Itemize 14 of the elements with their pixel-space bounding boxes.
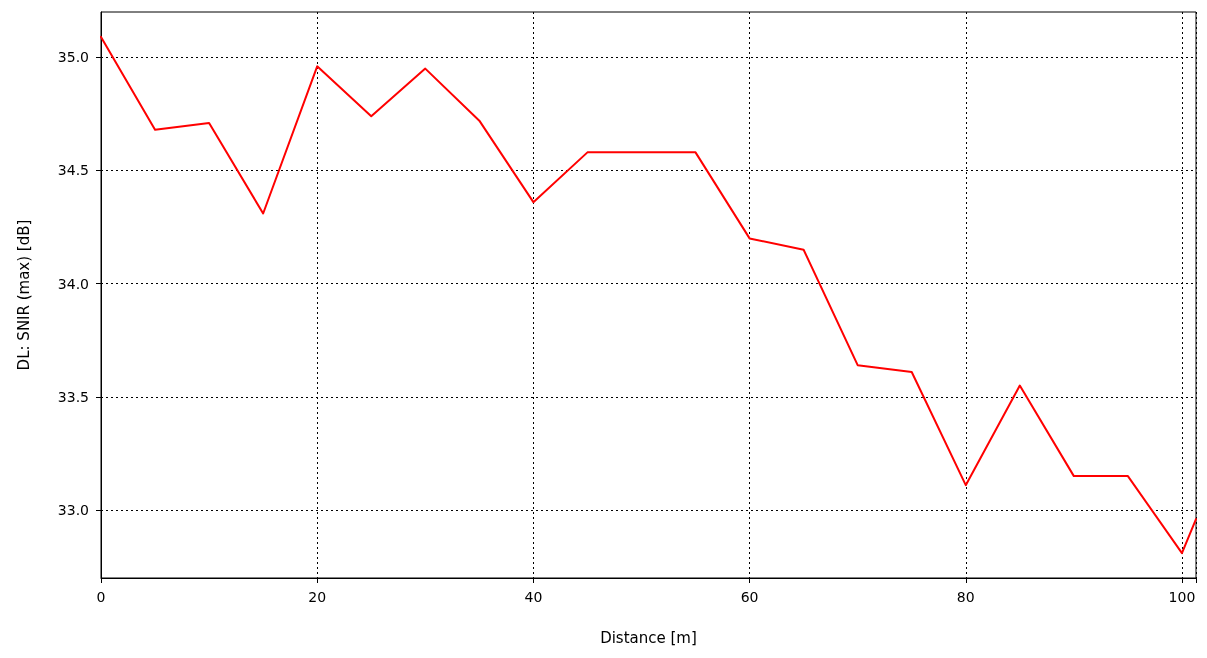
y-tick-label: 34.5 — [57, 162, 89, 179]
x-axis-title: Distance [m] — [600, 628, 697, 647]
y-tick-label: 33.5 — [57, 388, 89, 405]
line-series — [100, 35, 1197, 555]
x-tick-label: 80 — [956, 589, 975, 605]
x-tick-label: 100 — [1168, 589, 1196, 605]
x-tick-label: 20 — [308, 589, 327, 605]
y-tick-label: 34.0 — [57, 275, 89, 292]
x-tick-label: 0 — [96, 589, 106, 605]
y-axis-title: DL: SNIR (max) [dB] — [14, 219, 33, 371]
y-tick-label: 33.0 — [57, 502, 89, 519]
y-tick-label: 35.0 — [57, 49, 89, 66]
x-tick-label: 40 — [524, 589, 543, 605]
x-tick-label: 60 — [740, 589, 759, 605]
